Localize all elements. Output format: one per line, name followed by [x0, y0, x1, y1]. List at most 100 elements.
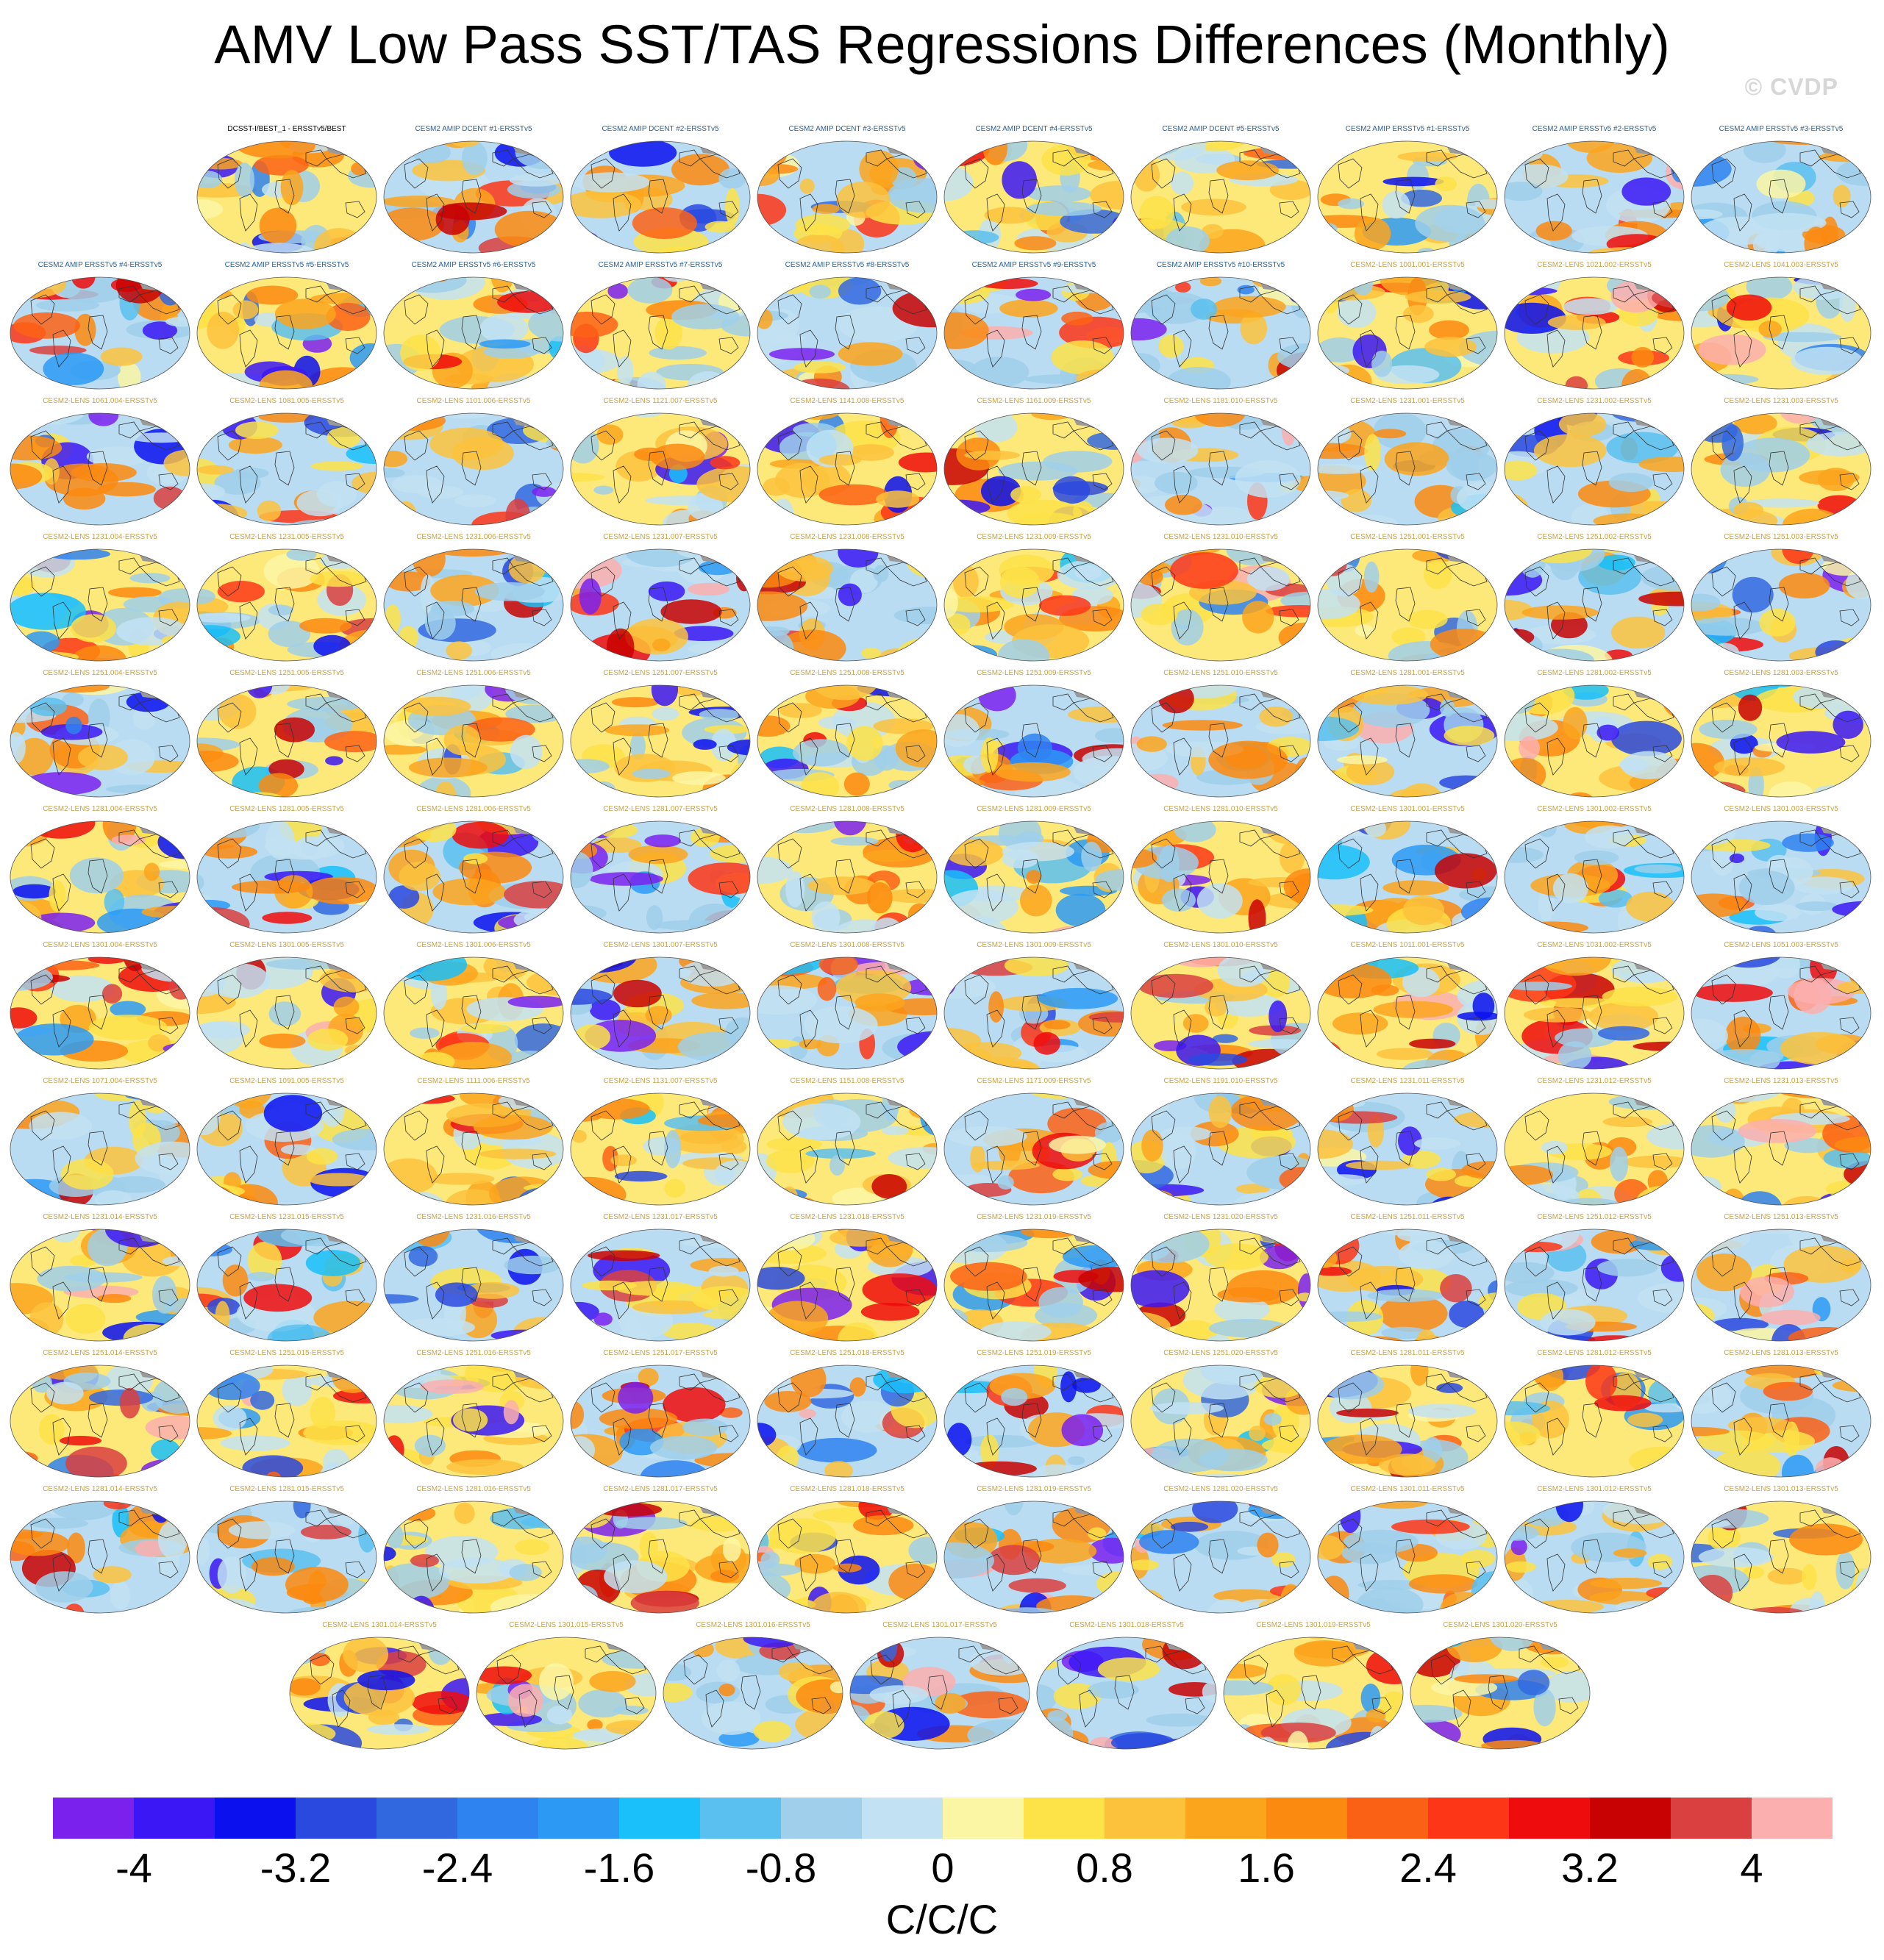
map-panel: CESM2-LENS 1181.010-ERSSTv5 — [1130, 397, 1312, 529]
colorbar-tick-label: 4 — [1740, 1845, 1763, 1891]
map-panel-label: CESM2-LENS 1281.013-ERSSTv5 — [1724, 1349, 1838, 1357]
map-panel-image — [757, 684, 938, 798]
map-panel: CESM2-LENS 1301.020-ERSSTv5 — [1409, 1621, 1591, 1753]
map-panel-label: CESM2-LENS 1301.003-ERSSTv5 — [1724, 805, 1838, 813]
colorbar-units: C/C/C — [885, 1896, 999, 1942]
map-panel: CESM2-LENS 1031.002-ERSSTv5 — [1503, 941, 1685, 1073]
map-panel-label: CESM2 AMIP DCENT #3-ERSSTv5 — [788, 125, 906, 133]
map-panel: CESM2 AMIP ERSSTv5 #10-ERSSTv5 — [1130, 261, 1312, 393]
map-panel-image — [1130, 820, 1311, 934]
map-panel-label: CESM2-LENS 1301.020-ERSSTv5 — [1443, 1621, 1557, 1629]
map-panel-label: CESM2 AMIP ERSSTv5 #7-ERSSTv5 — [598, 261, 723, 269]
map-panel-label: CESM2-LENS 1101.006-ERSSTv5 — [416, 397, 531, 405]
map-panel-label: CESM2-LENS 1281.011-ERSSTv5 — [1350, 1349, 1465, 1357]
map-panel: CESM2-LENS 1251.004-ERSSTv5 — [9, 669, 191, 801]
map-panel: CESM2-LENS 1281.014-ERSSTv5 — [9, 1485, 191, 1617]
map-panel-label: CESM2-LENS 1251.012-ERSSTv5 — [1537, 1213, 1652, 1221]
map-panel: CESM2-LENS 1281.007-ERSSTv5 — [569, 805, 752, 937]
map-panel-label: CESM2-LENS 1251.010-ERSSTv5 — [1163, 669, 1278, 677]
map-panel-label: CESM2-LENS 1281.006-ERSSTv5 — [416, 805, 531, 813]
map-panel: CESM2-LENS 1281.002-ERSSTv5 — [1503, 669, 1685, 801]
map-panel-label: CESM2 AMIP DCENT #4-ERSSTv5 — [975, 125, 1093, 133]
map-panel-image — [196, 1228, 377, 1342]
map-panel-image — [1036, 1637, 1217, 1750]
map-panel: CESM2-LENS 1231.010-ERSSTv5 — [1130, 533, 1312, 665]
map-panel-label: CESM2-LENS 1281.018-ERSSTv5 — [790, 1485, 904, 1493]
map-panel-label: CESM2-LENS 1181.010-ERSSTv5 — [1163, 397, 1278, 405]
map-panel-image — [1691, 684, 1871, 798]
colorbar-swatch — [1428, 1798, 1510, 1839]
map-panel-label: CESM2-LENS 1231.003-ERSSTv5 — [1724, 397, 1838, 405]
map-panel: CESM2-LENS 1281.016-ERSSTv5 — [382, 1485, 565, 1617]
map-panel: CESM2-LENS 1231.001-ERSSTv5 — [1316, 397, 1499, 529]
colorbar-swatch — [215, 1798, 296, 1839]
map-panel-image — [1130, 1228, 1311, 1342]
map-panel-label: CESM2-LENS 1301.013-ERSSTv5 — [1724, 1485, 1838, 1493]
map-panel-label: CESM2 AMIP DCENT #5-ERSSTv5 — [1162, 125, 1280, 133]
map-panel: CESM2-LENS 1251.016-ERSSTv5 — [382, 1349, 565, 1481]
map-panel-image — [943, 276, 1124, 390]
map-panel-label: CESM2-LENS 1251.020-ERSSTv5 — [1163, 1349, 1278, 1357]
map-panel-image — [10, 548, 190, 662]
map-panel-image — [10, 1501, 190, 1614]
map-panel-label: CESM2-LENS 1011.001-ERSSTv5 — [1350, 941, 1465, 949]
colorbar-tick-label: 2.4 — [1399, 1845, 1457, 1891]
map-panel-image — [1317, 956, 1498, 1070]
map-panel: CESM2-LENS 1171.009-ERSSTv5 — [943, 1077, 1125, 1209]
map-panel-image — [383, 1092, 564, 1206]
map-panel: CESM2-LENS 1071.004-ERSSTv5 — [9, 1077, 191, 1209]
map-panel-image — [383, 1365, 564, 1478]
map-panel-grid: DCSST-I/BEST_1 - ERSSTv5/BEST CESM2 AMIP … — [9, 125, 1872, 1753]
map-panel: CESM2-LENS 1231.014-ERSSTv5 — [9, 1213, 191, 1345]
map-panel-label: CESM2-LENS 1281.012-ERSSTv5 — [1537, 1349, 1652, 1357]
map-panel-label: CESM2-LENS 1051.003-ERSSTv5 — [1724, 941, 1838, 949]
map-panel-image — [757, 1228, 938, 1342]
map-panel-image — [10, 684, 190, 798]
map-panel-label: CESM2 AMIP ERSSTv5 #1-ERSSTv5 — [1345, 125, 1470, 133]
map-panel-label: CESM2-LENS 1251.019-ERSSTv5 — [977, 1349, 1091, 1357]
map-panel-label: CESM2-LENS 1281.001-ERSSTv5 — [1350, 669, 1465, 677]
map-panel-image — [757, 820, 938, 934]
map-panel-image — [1504, 956, 1685, 1070]
map-panel: CESM2-LENS 1301.013-ERSSTv5 — [1690, 1485, 1872, 1617]
map-panel-label: CESM2-LENS 1281.010-ERSSTv5 — [1163, 805, 1278, 813]
map-panel: CESM2-LENS 1081.005-ERSSTv5 — [196, 397, 378, 529]
map-panel-image — [1130, 1092, 1311, 1206]
map-panel-label: CESM2-LENS 1281.009-ERSSTv5 — [977, 805, 1091, 813]
map-panel-label: CESM2-LENS 1281.007-ERSSTv5 — [603, 805, 718, 813]
colorbar-swatch — [538, 1798, 620, 1839]
map-panel-label: CESM2-LENS 1251.001-ERSSTv5 — [1350, 533, 1465, 541]
map-panel: CESM2-LENS 1231.016-ERSSTv5 — [382, 1213, 565, 1345]
map-panel-image — [196, 1501, 377, 1614]
map-panel-label: CESM2-LENS 1251.004-ERSSTv5 — [43, 669, 157, 677]
map-panel-image — [10, 276, 190, 390]
map-panel: CESM2-LENS 1281.011-ERSSTv5 — [1316, 1349, 1499, 1481]
map-panel: CESM2-LENS 1281.017-ERSSTv5 — [569, 1485, 752, 1617]
map-panel: CESM2-LENS 1301.014-ERSSTv5 — [288, 1621, 471, 1753]
map-panel-label: CESM2-LENS 1121.007-ERSSTv5 — [603, 397, 718, 405]
map-panel: CESM2 AMIP DCENT #3-ERSSTv5 — [756, 125, 938, 257]
map-panel: CESM2-LENS 1251.010-ERSSTv5 — [1130, 669, 1312, 801]
map-panel-image — [1130, 1501, 1311, 1614]
map-panel-image — [10, 1365, 190, 1478]
map-panel-label: CESM2-LENS 1081.005-ERSSTv5 — [229, 397, 344, 405]
map-panel-label: CESM2-LENS 1091.005-ERSSTv5 — [229, 1077, 344, 1085]
map-panel-label: CESM2-LENS 1231.006-ERSSTv5 — [416, 533, 531, 541]
map-panel: CESM2-LENS 1301.017-ERSSTv5 — [849, 1621, 1031, 1753]
map-panel: CESM2-LENS 1251.012-ERSSTv5 — [1503, 1213, 1685, 1345]
map-panel-label: CESM2-LENS 1251.009-ERSSTv5 — [977, 669, 1091, 677]
map-panel-label: CESM2-LENS 1111.006-ERSSTv5 — [417, 1077, 530, 1085]
map-panel: CESM2-LENS 1301.011-ERSSTv5 — [1316, 1485, 1499, 1617]
map-panel: CESM2-LENS 1281.013-ERSSTv5 — [1690, 1349, 1872, 1481]
map-panel-label: CESM2-LENS 1231.019-ERSSTv5 — [977, 1213, 1091, 1221]
map-panel-image — [383, 1501, 564, 1614]
map-panel: CESM2-LENS 1301.016-ERSSTv5 — [662, 1621, 844, 1753]
map-panel-image — [1691, 548, 1871, 662]
map-panel: CESM2-LENS 1281.003-ERSSTv5 — [1690, 669, 1872, 801]
map-panel-label: CESM2-LENS 1161.009-ERSSTv5 — [977, 397, 1091, 405]
map-panel-image — [1317, 1501, 1498, 1614]
map-panel-label: CESM2 AMIP ERSSTv5 #2-ERSSTv5 — [1532, 125, 1657, 133]
map-panel-image — [1691, 412, 1871, 526]
map-panel-image — [1504, 276, 1685, 390]
map-panel-label: CESM2 AMIP ERSSTv5 #9-ERSSTv5 — [971, 261, 1096, 269]
